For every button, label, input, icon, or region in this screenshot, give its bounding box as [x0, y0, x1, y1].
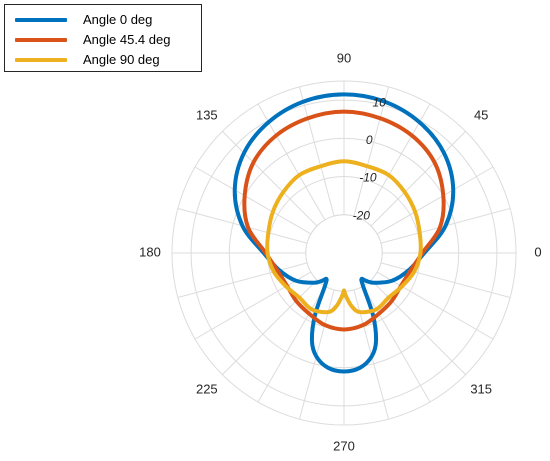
legend: Angle 0 deg Angle 45.4 deg Angle 90 deg — [4, 4, 202, 72]
grid-spoke — [222, 131, 318, 227]
theta-tick-label: 180 — [139, 244, 161, 259]
grid-spoke — [353, 86, 389, 217]
series-line-2 — [265, 159, 423, 315]
grid-spoke — [222, 279, 318, 375]
theta-tick-label: 315 — [470, 382, 492, 397]
theta-tick-label: 0 — [534, 244, 541, 259]
legend-line-0 — [15, 18, 67, 22]
theta-tick-label: 45 — [474, 107, 488, 122]
legend-item-0: Angle 0 deg — [5, 10, 201, 30]
theta-tick-label: 270 — [333, 438, 355, 453]
r-tick-label: 10 — [373, 95, 387, 109]
grid-spoke — [257, 285, 326, 403]
r-tick-label: -10 — [359, 171, 377, 185]
legend-item-1: Angle 45.4 deg — [5, 30, 201, 50]
grid-spoke — [370, 279, 466, 375]
grid-ring — [305, 214, 383, 292]
series-lines — [232, 92, 456, 374]
r-tick-label: -20 — [353, 208, 371, 222]
grid-spoke — [380, 262, 511, 298]
theta-tick-label: 90 — [337, 50, 351, 65]
polar-grid — [171, 80, 517, 426]
grid-spoke — [362, 285, 431, 403]
legend-label-2: Angle 90 deg — [83, 52, 160, 67]
legend-label-0: Angle 0 deg — [83, 12, 153, 27]
legend-item-2: Angle 90 deg — [5, 50, 201, 70]
grid-spoke — [376, 166, 494, 235]
legend-line-1 — [15, 38, 67, 42]
legend-label-1: Angle 45.4 deg — [83, 32, 171, 47]
series-line-0 — [232, 92, 456, 374]
grid-spoke — [370, 131, 466, 227]
grid-spoke — [299, 86, 335, 217]
grid-spoke — [177, 262, 308, 298]
grid-spoke — [194, 166, 312, 235]
r-tick-label: 0 — [366, 133, 373, 147]
tick-labels: 0 45 90 135 180 225 270 315 -20 -10 0 10 — [139, 50, 541, 453]
theta-tick-label: 225 — [196, 382, 218, 397]
legend-line-2 — [15, 58, 67, 62]
grid-spoke — [376, 271, 494, 340]
grid-spoke — [194, 271, 312, 340]
theta-tick-label: 135 — [196, 107, 218, 122]
